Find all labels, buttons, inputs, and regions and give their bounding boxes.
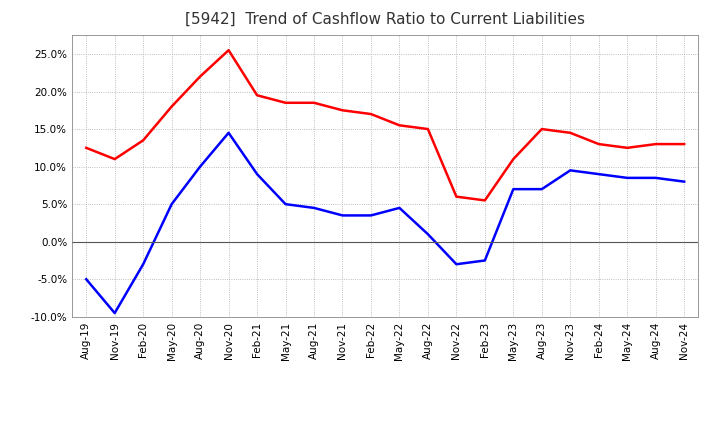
Free CF to Current Liabilities (139, 262, 148, 267)
Operating CF to Current Liabilities (253, 93, 261, 98)
Free CF to Current Liabilities (509, 187, 518, 192)
Operating CF to Current Liabilities (167, 104, 176, 109)
Free CF to Current Liabilities (395, 205, 404, 211)
Free CF to Current Liabilities (310, 205, 318, 211)
Free CF to Current Liabilities (110, 310, 119, 315)
Operating CF to Current Liabilities (423, 126, 432, 132)
Operating CF to Current Liabilities (82, 145, 91, 150)
Free CF to Current Liabilities (338, 213, 347, 218)
Free CF to Current Liabilities (282, 202, 290, 207)
Operating CF to Current Liabilities (310, 100, 318, 106)
Line: Free CF to Current Liabilities: Free CF to Current Liabilities (86, 133, 684, 313)
Operating CF to Current Liabilities (452, 194, 461, 199)
Free CF to Current Liabilities (595, 172, 603, 177)
Free CF to Current Liabilities (423, 231, 432, 237)
Free CF to Current Liabilities (366, 213, 375, 218)
Operating CF to Current Liabilities (480, 198, 489, 203)
Free CF to Current Liabilities (623, 175, 631, 180)
Free CF to Current Liabilities (680, 179, 688, 184)
Free CF to Current Liabilities (253, 172, 261, 177)
Title: [5942]  Trend of Cashflow Ratio to Current Liabilities: [5942] Trend of Cashflow Ratio to Curren… (185, 12, 585, 27)
Free CF to Current Liabilities (652, 175, 660, 180)
Operating CF to Current Liabilities (110, 157, 119, 162)
Free CF to Current Liabilities (167, 202, 176, 207)
Free CF to Current Liabilities (480, 258, 489, 263)
Free CF to Current Liabilities (452, 262, 461, 267)
Free CF to Current Liabilities (566, 168, 575, 173)
Operating CF to Current Liabilities (225, 48, 233, 53)
Operating CF to Current Liabilities (680, 141, 688, 147)
Operating CF to Current Liabilities (282, 100, 290, 106)
Operating CF to Current Liabilities (652, 141, 660, 147)
Operating CF to Current Liabilities (595, 141, 603, 147)
Free CF to Current Liabilities (82, 277, 91, 282)
Operating CF to Current Liabilities (509, 157, 518, 162)
Operating CF to Current Liabilities (196, 74, 204, 79)
Operating CF to Current Liabilities (566, 130, 575, 136)
Operating CF to Current Liabilities (623, 145, 631, 150)
Operating CF to Current Liabilities (395, 123, 404, 128)
Free CF to Current Liabilities (225, 130, 233, 136)
Line: Operating CF to Current Liabilities: Operating CF to Current Liabilities (86, 50, 684, 200)
Operating CF to Current Liabilities (338, 108, 347, 113)
Free CF to Current Liabilities (537, 187, 546, 192)
Operating CF to Current Liabilities (366, 111, 375, 117)
Operating CF to Current Liabilities (139, 138, 148, 143)
Operating CF to Current Liabilities (537, 126, 546, 132)
Free CF to Current Liabilities (196, 164, 204, 169)
